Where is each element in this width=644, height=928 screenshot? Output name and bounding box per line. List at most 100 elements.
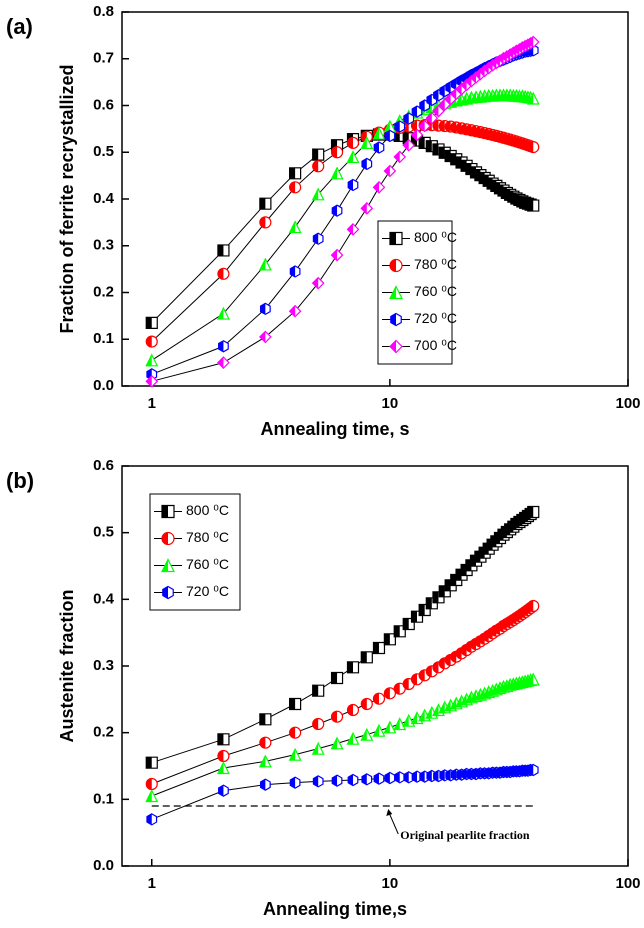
marker-fill — [419, 709, 425, 721]
marker-fill — [445, 121, 451, 133]
marker — [289, 726, 302, 739]
marker-fill — [218, 340, 224, 352]
marker — [289, 167, 302, 180]
marker — [258, 754, 272, 768]
marker-fill — [527, 506, 534, 518]
marker — [217, 356, 230, 369]
marker-fill — [474, 91, 481, 103]
marker-fill — [146, 354, 152, 366]
marker-fill — [347, 704, 353, 716]
marker-fill — [312, 160, 319, 172]
marker — [360, 202, 374, 215]
y-tick-label: 0.7 — [93, 50, 114, 67]
marker-fill — [259, 216, 266, 228]
legend-label: 760 ⁰C — [414, 283, 457, 299]
marker — [389, 231, 403, 246]
marker-fill — [289, 305, 296, 317]
marker — [346, 136, 360, 150]
marker-fill — [390, 232, 396, 245]
marker — [432, 104, 445, 118]
marker-fill — [461, 644, 467, 656]
marker — [372, 641, 386, 655]
marker-fill — [494, 89, 500, 101]
y-tick-label: 0.3 — [93, 237, 114, 254]
marker-fill — [162, 559, 168, 572]
marker-fill — [426, 140, 432, 152]
marker — [389, 339, 403, 354]
marker-fill — [384, 721, 390, 733]
marker — [311, 187, 325, 201]
marker-fill — [412, 106, 418, 118]
marker-fill — [162, 586, 168, 599]
marker-fill — [218, 785, 224, 797]
marker-fill — [439, 585, 445, 597]
marker — [383, 164, 397, 178]
panel-label: (b) — [6, 468, 34, 493]
marker — [347, 773, 359, 787]
marker — [331, 774, 343, 787]
marker — [372, 126, 386, 140]
marker — [312, 148, 325, 161]
marker-fill — [451, 769, 457, 781]
marker-fill — [461, 160, 467, 172]
y-tick-label: 0.4 — [93, 590, 115, 607]
y-tick-label: 0.5 — [93, 524, 114, 541]
x-tick-label: 1 — [148, 875, 156, 892]
marker-fill — [411, 611, 418, 623]
marker — [312, 717, 325, 731]
marker — [289, 697, 302, 711]
marker-fill — [461, 768, 467, 780]
marker — [347, 178, 359, 192]
marker-fill — [331, 737, 338, 749]
marker-fill — [289, 727, 296, 739]
marker-fill — [312, 149, 319, 161]
marker-fill — [439, 120, 445, 132]
marker — [259, 736, 272, 749]
marker — [259, 330, 272, 344]
y-tick-label: 0.2 — [93, 724, 114, 741]
marker — [394, 120, 406, 133]
marker-fill — [456, 769, 462, 781]
marker — [218, 784, 229, 797]
marker — [161, 531, 175, 546]
marker-fill — [374, 773, 379, 785]
marker — [360, 651, 373, 664]
marker — [259, 302, 271, 316]
marker-fill — [445, 93, 451, 105]
marker-fill — [384, 687, 390, 699]
marker — [162, 585, 174, 600]
marker-fill — [439, 147, 445, 159]
y-tick-label: 0.1 — [93, 790, 114, 807]
marker-fill — [217, 357, 224, 369]
marker-fill — [433, 89, 439, 101]
legend-label: 720 ⁰C — [414, 310, 457, 326]
marker — [527, 199, 540, 212]
marker-fill — [527, 200, 534, 212]
marker — [383, 720, 397, 734]
marker-fill — [432, 120, 439, 132]
marker — [526, 672, 540, 686]
marker — [288, 220, 302, 234]
marker-fill — [456, 93, 462, 105]
marker-fill — [384, 633, 390, 645]
marker — [217, 244, 230, 257]
marker-fill — [456, 157, 462, 169]
marker — [259, 713, 272, 726]
marker-fill — [419, 100, 425, 111]
marker — [259, 778, 271, 791]
marker-fill — [461, 693, 467, 705]
marker — [393, 682, 406, 695]
marker-fill — [361, 729, 367, 741]
marker-fill — [332, 205, 338, 217]
marker-fill — [403, 618, 409, 630]
marker — [410, 128, 424, 142]
marker-fill — [217, 244, 224, 256]
marker-fill — [527, 600, 534, 612]
marker-fill — [461, 564, 467, 576]
marker — [527, 141, 540, 154]
marker-fill — [348, 774, 353, 786]
legend-label: 700 ⁰C — [414, 337, 457, 353]
x-axis-title: Annealing time,s — [263, 899, 407, 919]
marker — [360, 136, 374, 149]
marker-fill — [289, 167, 296, 179]
